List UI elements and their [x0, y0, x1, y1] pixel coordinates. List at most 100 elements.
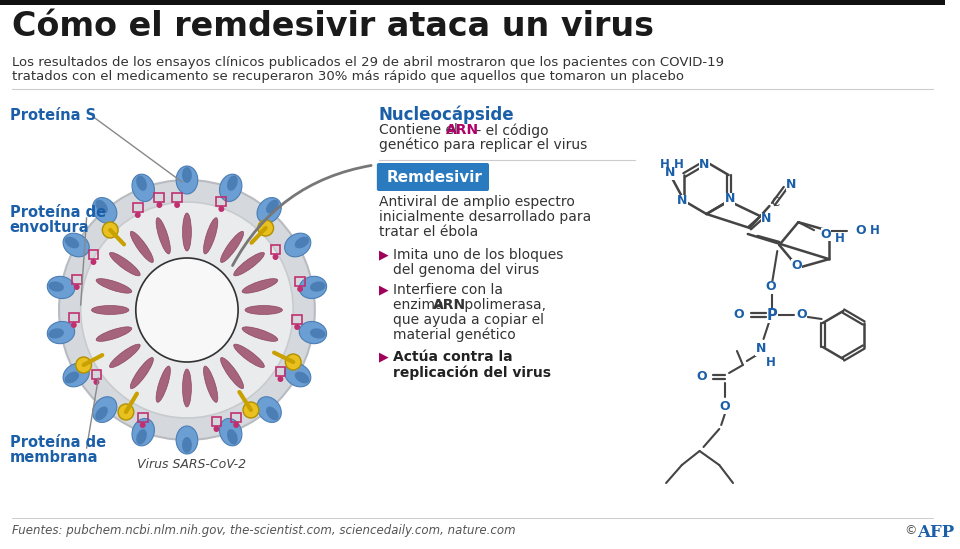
Text: Proteína S: Proteína S: [10, 108, 96, 123]
Ellipse shape: [233, 253, 264, 276]
Text: P: P: [767, 307, 778, 322]
Text: Los resultados de los ensayos clínicos publicados el 29 de abril mostraron que l: Los resultados de los ensayos clínicos p…: [12, 56, 724, 69]
Circle shape: [298, 286, 303, 292]
Text: N: N: [761, 212, 771, 226]
Text: Imita uno de los bloques: Imita uno de los bloques: [393, 248, 563, 262]
Ellipse shape: [221, 231, 244, 262]
Circle shape: [258, 220, 274, 236]
Ellipse shape: [182, 369, 191, 407]
Text: Antiviral de amplio espectro: Antiviral de amplio espectro: [379, 195, 575, 209]
Text: O: O: [821, 228, 831, 240]
FancyBboxPatch shape: [377, 163, 489, 191]
Text: del genoma del virus: del genoma del virus: [393, 263, 539, 277]
Text: Proteína de: Proteína de: [10, 205, 106, 220]
Circle shape: [273, 254, 278, 260]
Ellipse shape: [64, 372, 79, 383]
Ellipse shape: [96, 327, 132, 341]
Ellipse shape: [109, 253, 140, 276]
Ellipse shape: [64, 237, 79, 248]
Ellipse shape: [300, 276, 326, 299]
Ellipse shape: [284, 363, 311, 387]
Circle shape: [219, 206, 225, 212]
Ellipse shape: [221, 357, 244, 389]
Circle shape: [90, 259, 96, 265]
Ellipse shape: [310, 282, 325, 292]
Circle shape: [134, 212, 141, 218]
Ellipse shape: [284, 233, 311, 257]
Ellipse shape: [182, 437, 192, 453]
Ellipse shape: [257, 397, 281, 422]
Bar: [0, 0, 945, 5]
Text: O: O: [720, 401, 731, 413]
Text: O: O: [696, 371, 707, 384]
Circle shape: [135, 258, 238, 362]
Ellipse shape: [266, 200, 278, 214]
Ellipse shape: [220, 418, 242, 446]
Text: ▶: ▶: [379, 350, 389, 363]
Text: N: N: [725, 193, 734, 205]
Text: envoltura: envoltura: [10, 220, 89, 235]
Ellipse shape: [92, 397, 117, 422]
Circle shape: [74, 284, 80, 290]
Ellipse shape: [295, 237, 309, 248]
Text: H: H: [870, 225, 879, 237]
Circle shape: [285, 354, 301, 370]
Ellipse shape: [92, 198, 117, 223]
Ellipse shape: [300, 322, 326, 344]
Text: O: O: [765, 281, 776, 294]
Ellipse shape: [109, 344, 140, 368]
Ellipse shape: [48, 328, 64, 339]
Ellipse shape: [227, 176, 238, 191]
Text: N: N: [677, 194, 687, 208]
Ellipse shape: [95, 406, 108, 421]
Circle shape: [140, 422, 146, 428]
Text: enzima: enzima: [393, 298, 447, 312]
Circle shape: [277, 376, 283, 382]
Ellipse shape: [220, 174, 242, 201]
Ellipse shape: [227, 429, 238, 445]
Text: material genético: material genético: [393, 328, 516, 343]
Ellipse shape: [176, 426, 198, 454]
Ellipse shape: [204, 366, 218, 402]
Ellipse shape: [48, 282, 64, 292]
Text: C: C: [771, 195, 780, 209]
Ellipse shape: [63, 363, 89, 387]
Ellipse shape: [176, 166, 198, 194]
Text: tratar el ébola: tratar el ébola: [379, 225, 478, 239]
Text: genético para replicar el virus: genético para replicar el virus: [379, 138, 588, 153]
Ellipse shape: [233, 344, 264, 368]
Circle shape: [103, 222, 118, 238]
Ellipse shape: [182, 167, 192, 183]
Text: H: H: [660, 159, 669, 171]
Text: O: O: [733, 309, 744, 322]
Ellipse shape: [156, 218, 170, 254]
Text: Contiene el: Contiene el: [379, 123, 462, 137]
Ellipse shape: [257, 198, 281, 223]
Text: inicialmente desarrollado para: inicialmente desarrollado para: [379, 210, 591, 224]
Text: H: H: [674, 159, 684, 171]
Text: polimerasa,: polimerasa,: [461, 298, 546, 312]
Text: Proteína de: Proteína de: [10, 435, 106, 450]
Ellipse shape: [63, 233, 89, 257]
Circle shape: [81, 202, 293, 418]
Text: AFP: AFP: [917, 524, 954, 541]
Circle shape: [233, 422, 239, 428]
Ellipse shape: [310, 328, 325, 339]
Ellipse shape: [47, 276, 75, 299]
Text: N: N: [665, 166, 676, 180]
Ellipse shape: [132, 174, 155, 201]
Ellipse shape: [156, 366, 170, 402]
Text: Interfiere con la: Interfiere con la: [393, 283, 503, 297]
Ellipse shape: [136, 429, 147, 445]
Circle shape: [174, 202, 180, 208]
Ellipse shape: [91, 305, 129, 315]
Text: Nucleocápside: Nucleocápside: [379, 105, 515, 124]
Text: Fuentes: pubchem.ncbi.nlm.nih.gov, the-scientist.com, sciencedaily.com, nature.c: Fuentes: pubchem.ncbi.nlm.nih.gov, the-s…: [12, 524, 516, 537]
Ellipse shape: [295, 372, 309, 383]
Circle shape: [93, 379, 100, 385]
Text: O: O: [855, 225, 866, 237]
Text: ▶: ▶: [379, 248, 389, 261]
Circle shape: [118, 404, 133, 420]
Text: Cómo el remdesivir ataca un virus: Cómo el remdesivir ataca un virus: [12, 10, 654, 43]
Ellipse shape: [266, 406, 278, 421]
